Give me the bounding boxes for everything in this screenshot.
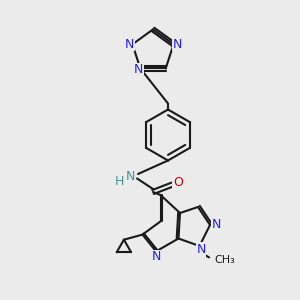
- Text: O: O: [173, 176, 183, 189]
- Text: N: N: [126, 170, 135, 184]
- Text: N: N: [151, 250, 161, 263]
- Text: H: H: [114, 175, 124, 188]
- Text: N: N: [172, 38, 182, 51]
- Text: CH₃: CH₃: [214, 255, 235, 265]
- Text: N: N: [125, 38, 134, 51]
- Text: N: N: [212, 218, 221, 232]
- Text: N: N: [134, 64, 143, 76]
- Text: N: N: [196, 243, 206, 256]
